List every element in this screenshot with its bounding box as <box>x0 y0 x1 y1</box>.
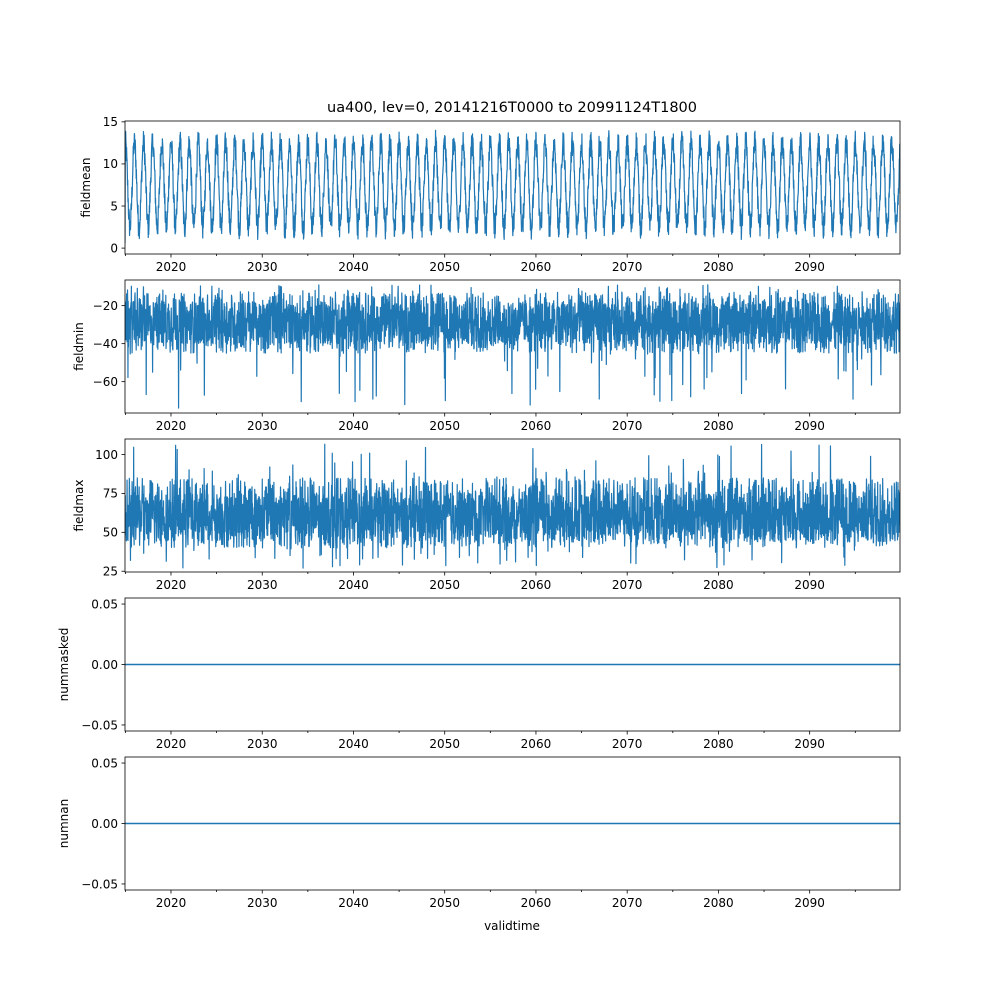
x-tick-label: 2050 <box>429 737 460 751</box>
panel-fieldmax: 2020 2030 2040 2050 2060 2070 2080 2090 25 50 75 10… <box>72 438 901 592</box>
x-tick-label: 2050 <box>429 260 460 274</box>
x-tick-label: 2020 <box>156 737 187 751</box>
x-tick-label: 2070 <box>612 578 643 592</box>
series-line-fieldmin <box>125 284 900 409</box>
panel-fieldmin: 2020 2030 2040 2050 2060 2070 2080 2090 −60 −40 −2… <box>72 279 901 433</box>
x-tick-label: 2070 <box>612 260 643 274</box>
x-tick-label: 2040 <box>338 737 369 751</box>
x-tick-label: 2020 <box>156 260 187 274</box>
y-axis-label-fieldmin: fieldmin <box>72 322 86 371</box>
x-tick-label: 2050 <box>429 419 460 433</box>
y-tick-label: −60 <box>93 375 118 389</box>
x-tick-label: 2060 <box>521 896 552 910</box>
y-tick-label: 0 <box>110 241 118 255</box>
x-tick-label: 2030 <box>247 737 278 751</box>
figure-title: ua400, lev=0, 20141216T0000 to 20991124T… <box>327 100 697 116</box>
y-tick-label: 5 <box>110 199 118 213</box>
x-tick-label: 2090 <box>794 896 825 910</box>
x-tick-label: 2070 <box>612 896 643 910</box>
x-tick-label: 2050 <box>429 896 460 910</box>
x-tick-label: 2090 <box>794 419 825 433</box>
x-tick-label: 2020 <box>156 896 187 910</box>
y-tick-label: 0.00 <box>91 658 118 672</box>
y-tick-label: 0.00 <box>91 817 118 831</box>
y-tick-label: 25 <box>103 565 118 579</box>
y-axis-label-nummasked: nummasked <box>57 628 71 702</box>
y-tick-label: −0.05 <box>81 718 118 732</box>
x-tick-label: 2080 <box>703 578 734 592</box>
x-axis-label: validtime <box>484 919 540 933</box>
y-tick-label: 100 <box>95 448 118 462</box>
panel-fieldmean: 2020 2030 2040 2050 2060 2070 2080 2090 0 5 10 15 fi… <box>79 115 901 274</box>
x-tick-label: 2090 <box>794 737 825 751</box>
x-tick-label: 2040 <box>338 419 369 433</box>
axes-frame-fieldmean <box>124 120 901 255</box>
y-tick-label: 50 <box>103 526 118 540</box>
x-tick-label: 2020 <box>156 578 187 592</box>
y-axis-label-numnan: numnan <box>57 799 71 848</box>
x-tick-label: 2090 <box>794 260 825 274</box>
axes-frame-fieldmax <box>124 438 901 573</box>
x-tick-label: 2060 <box>521 737 552 751</box>
x-tick-label: 2040 <box>338 260 369 274</box>
x-tick-label: 2030 <box>247 419 278 433</box>
x-tick-label: 2030 <box>247 896 278 910</box>
x-tick-label: 2060 <box>521 419 552 433</box>
x-tick-label: 2080 <box>703 260 734 274</box>
y-tick-label: 75 <box>103 487 118 501</box>
panel-numnan: 2020 2030 2040 2050 2060 2070 2080 2090 −0.05 0.0… <box>57 756 901 910</box>
y-axis-label-fieldmean: fieldmean <box>79 158 93 218</box>
x-tick-label: 2060 <box>521 260 552 274</box>
x-tick-label: 2050 <box>429 578 460 592</box>
x-tick-label: 2030 <box>247 578 278 592</box>
x-tick-label: 2070 <box>612 737 643 751</box>
series-line-fieldmean <box>125 129 900 244</box>
x-tick-label: 2030 <box>247 260 278 274</box>
y-tick-label: 10 <box>103 157 118 171</box>
y-tick-label: −0.05 <box>81 877 118 891</box>
x-tick-label: 2080 <box>703 737 734 751</box>
panel-nummasked: 2020 2030 2040 2050 2060 2070 2080 2090 −0.05 0.0… <box>57 597 901 751</box>
axes-frame-fieldmin <box>124 279 901 414</box>
x-tick-label: 2060 <box>521 578 552 592</box>
y-tick-label: 0.05 <box>91 597 118 611</box>
x-tick-label: 2020 <box>156 419 187 433</box>
y-axis-label-fieldmax: fieldmax <box>72 479 86 531</box>
x-tick-label: 2080 <box>703 419 734 433</box>
x-tick-label: 2040 <box>338 896 369 910</box>
y-tick-label: −40 <box>93 337 118 351</box>
x-tick-label: 2080 <box>703 896 734 910</box>
x-tick-label: 2090 <box>794 578 825 592</box>
x-tick-label: 2070 <box>612 419 643 433</box>
y-tick-label: 0.05 <box>91 756 118 770</box>
series-line-fieldmax <box>125 443 900 569</box>
y-tick-label: −20 <box>93 299 118 313</box>
y-tick-label: 15 <box>103 115 118 129</box>
x-tick-label: 2040 <box>338 578 369 592</box>
